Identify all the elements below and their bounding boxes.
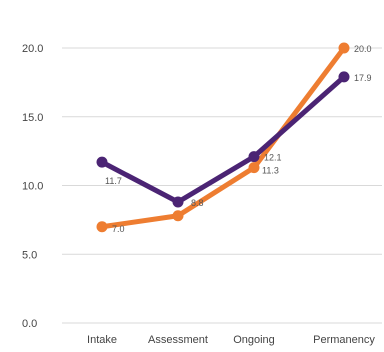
series-line [99, 74, 347, 205]
data-labels: 7.0 11.3 20.0 11.7 8.8 12.1 17.9 [105, 44, 372, 234]
y-tick-label: 20.0 [22, 43, 43, 55]
data-point [248, 162, 260, 174]
y-axis-ticks: 0.0 5.0 10.0 15.0 20.0 [22, 43, 43, 330]
data-point [96, 221, 108, 233]
data-label: 8.8 [191, 198, 204, 208]
data-point [338, 71, 350, 83]
data-point [172, 196, 184, 208]
data-label: 20.0 [354, 44, 372, 54]
data-label: 17.9 [354, 73, 372, 83]
x-axis-ticks: Intake Assessment Ongoing Permanency [87, 334, 375, 346]
x-tick-label: Assessment [148, 334, 208, 346]
data-label: 11.3 [262, 166, 279, 176]
data-point [338, 42, 350, 54]
series-group [96, 42, 350, 233]
data-label: 7.0 [112, 224, 125, 234]
y-tick-label: 0.0 [22, 318, 37, 330]
x-tick-label: Permanency [313, 334, 375, 346]
data-label: 11.7 [105, 176, 122, 186]
x-tick-label: Intake [87, 334, 117, 346]
series-1 [96, 42, 350, 233]
series-line [99, 45, 347, 230]
series-2 [96, 71, 350, 208]
y-tick-label: 5.0 [22, 249, 37, 261]
data-point [96, 156, 108, 168]
data-label: 12.1 [264, 153, 282, 163]
data-point [172, 210, 184, 222]
y-tick-label: 10.0 [22, 181, 43, 193]
data-point [248, 151, 260, 163]
y-tick-label: 15.0 [22, 112, 43, 124]
x-tick-label: Ongoing [233, 334, 275, 346]
